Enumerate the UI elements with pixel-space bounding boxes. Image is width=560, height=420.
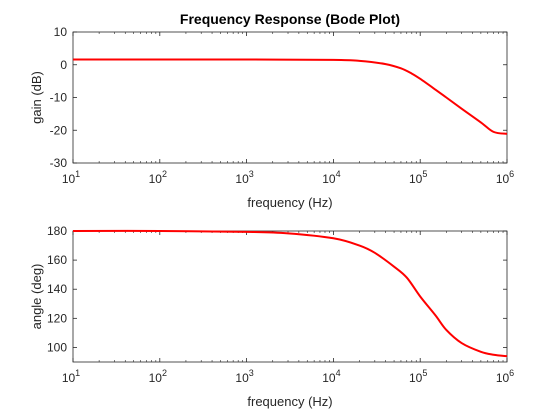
gain-x-tick-label: 103 <box>235 169 253 186</box>
gain-x-tick-label: 105 <box>409 169 427 186</box>
gain-x-tick-base: 10 <box>322 172 336 186</box>
gain-x-tick-exponent: 5 <box>422 169 427 179</box>
gain-x-tick-base: 10 <box>235 172 249 186</box>
phase-x-tick-exponent: 5 <box>422 368 427 378</box>
phase-y-tick-label: 160 <box>47 253 67 267</box>
phase-y-tick-labels: 100 120 140 160 180 <box>47 224 67 354</box>
phase-x-tick-base: 10 <box>409 371 423 385</box>
gain-x-tick-exponent: 3 <box>249 169 254 179</box>
chart-title: Frequency Response (Bode Plot) <box>180 11 400 27</box>
phase-y-axis-label: angle (deg) <box>29 264 44 330</box>
phase-y-tick-label: 140 <box>47 282 67 296</box>
phase-y-tick-label: 180 <box>47 224 67 238</box>
phase-x-tick-exponent: 1 <box>75 368 80 378</box>
gain-y-tick-label: 10 <box>54 25 68 39</box>
gain-y-tick-labels: -30 -20 -10 0 10 <box>50 25 68 170</box>
gain-x-tick-label: 101 <box>62 169 80 186</box>
gain-subplot: Frequency Response (Bode Plot) 101 102 103… <box>29 11 514 210</box>
gain-x-tick-base: 10 <box>62 172 76 186</box>
phase-x-tick-labels: 101 102 103 104 105 106 <box>62 368 514 385</box>
phase-y-tick-label: 120 <box>47 311 67 325</box>
gain-x-axis-label: frequency (Hz) <box>247 195 332 210</box>
gain-y-tick-label: -10 <box>50 91 68 105</box>
phase-x-tick-exponent: 4 <box>336 368 341 378</box>
gain-x-tick-exponent: 2 <box>162 169 167 179</box>
gain-x-tick-exponent: 6 <box>509 169 514 179</box>
phase-x-tick-base: 10 <box>149 371 163 385</box>
phase-x-tick-exponent: 3 <box>249 368 254 378</box>
gain-x-tick-base: 10 <box>149 172 163 186</box>
phase-x-tick-label: 106 <box>496 368 514 385</box>
phase-x-tick-base: 10 <box>62 371 76 385</box>
gain-x-tick-label: 104 <box>322 169 340 186</box>
gain-x-tick-label: 102 <box>149 169 167 186</box>
phase-x-tick-exponent: 6 <box>509 368 514 378</box>
phase-x-tick-base: 10 <box>322 371 336 385</box>
gain-x-tick-exponent: 1 <box>75 169 80 179</box>
gain-y-axis-label: gain (dB) <box>29 71 44 124</box>
gain-plot-area <box>73 32 507 163</box>
gain-x-tick-label: 106 <box>496 169 514 186</box>
phase-x-tick-label: 102 <box>149 368 167 385</box>
phase-y-tick-label: 100 <box>47 340 67 354</box>
gain-y-tick-label: -30 <box>50 156 68 170</box>
phase-plot-area <box>73 231 507 362</box>
phase-x-axis-label: frequency (Hz) <box>247 394 332 409</box>
phase-x-tick-base: 10 <box>496 371 510 385</box>
phase-x-tick-label: 104 <box>322 368 340 385</box>
gain-x-tick-exponent: 4 <box>336 169 341 179</box>
phase-x-tick-exponent: 2 <box>162 368 167 378</box>
phase-x-tick-label: 103 <box>235 368 253 385</box>
phase-x-tick-base: 10 <box>235 371 249 385</box>
gain-y-tick-label: -20 <box>50 123 68 137</box>
gain-y-tick-label: 0 <box>60 58 67 72</box>
gain-x-tick-base: 10 <box>409 172 423 186</box>
phase-x-tick-label: 105 <box>409 368 427 385</box>
gain-x-tick-labels: 101 102 103 104 105 106 <box>62 169 514 186</box>
gain-x-tick-base: 10 <box>496 172 510 186</box>
phase-x-tick-label: 101 <box>62 368 80 385</box>
